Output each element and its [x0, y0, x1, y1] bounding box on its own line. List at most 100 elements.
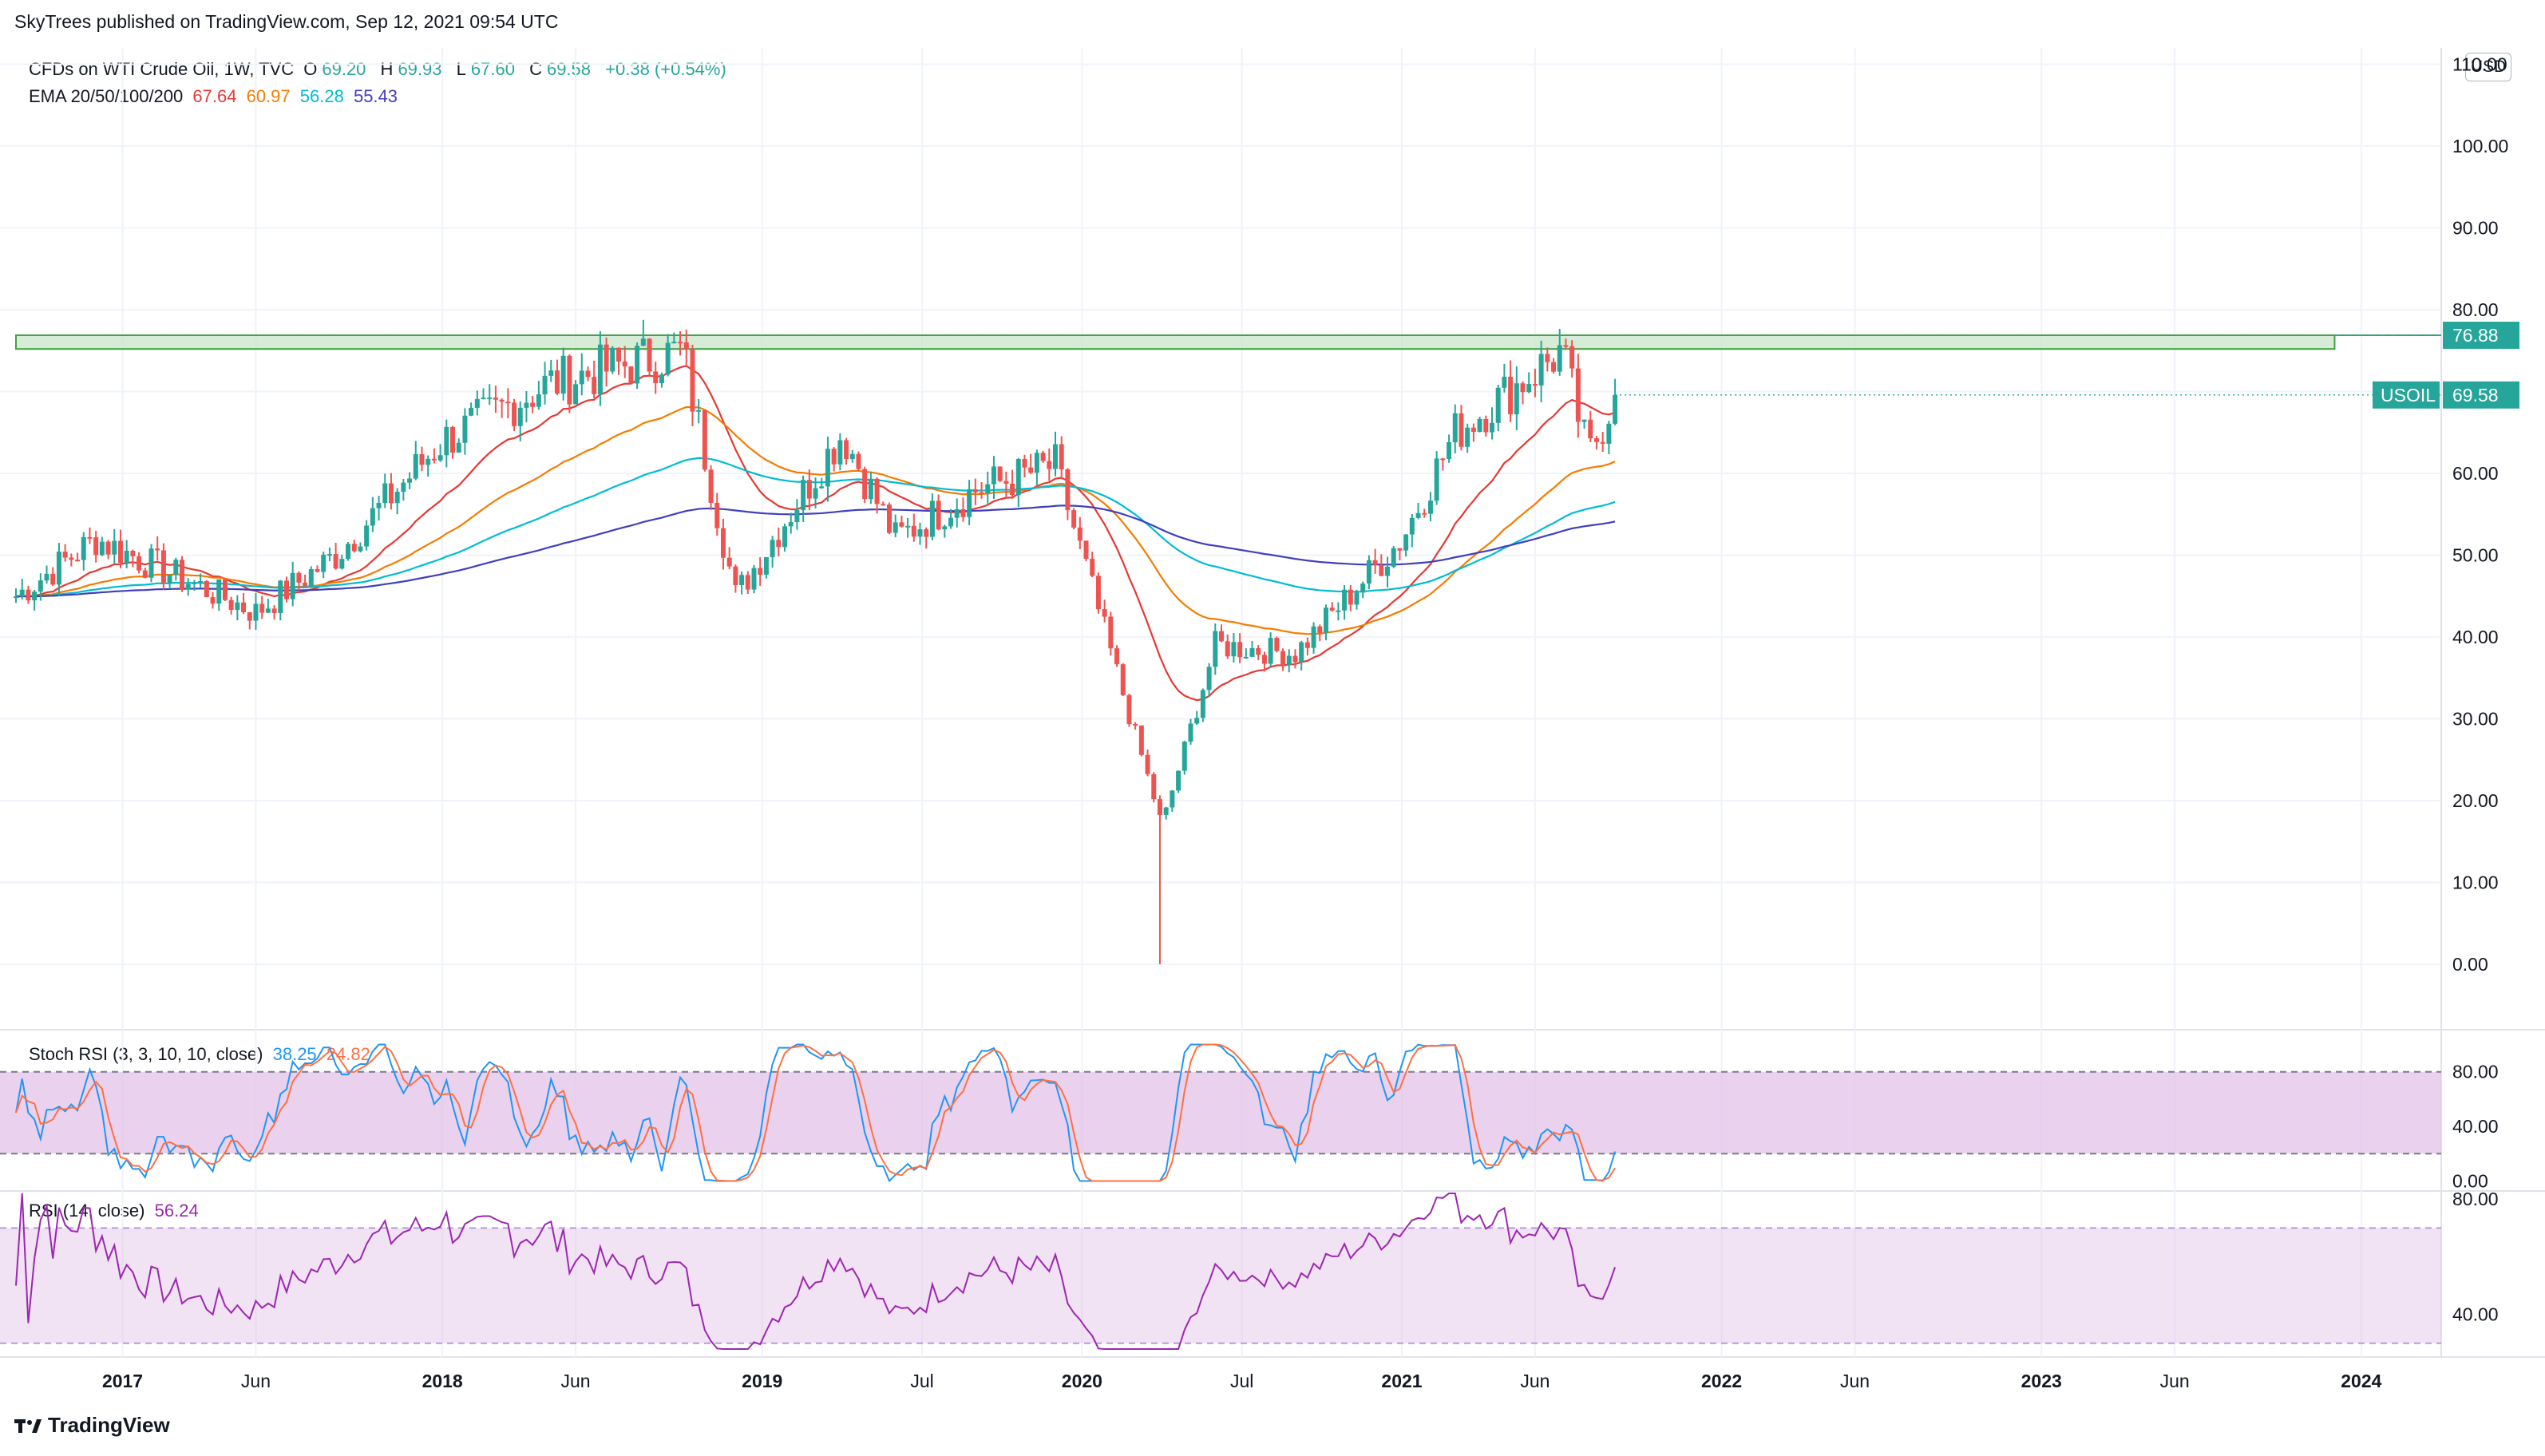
candle-body — [1095, 576, 1101, 610]
price-tag-bg — [2443, 381, 2519, 409]
candle-body — [1200, 690, 1205, 718]
ema100-value: 56.28 — [299, 86, 344, 106]
candle-body — [960, 508, 966, 517]
candle-body — [881, 504, 886, 506]
candles — [14, 319, 1618, 964]
candle-body — [26, 589, 31, 601]
candle-body — [825, 449, 830, 487]
candle-body — [87, 536, 93, 539]
candle-body — [69, 557, 74, 560]
candle-body — [1323, 607, 1328, 633]
candle-body — [542, 375, 548, 395]
candle-body — [112, 540, 117, 555]
candle-body — [388, 483, 394, 504]
candle-body — [801, 480, 806, 511]
candle-body — [1495, 387, 1501, 423]
candle-body — [449, 426, 455, 453]
candle-body — [1606, 423, 1612, 444]
currency-button[interactable]: USD — [2465, 53, 2511, 81]
publisher-note: SkyTrees published on TradingView.com, S… — [14, 11, 559, 32]
candle-body — [253, 603, 259, 621]
candle-body — [235, 602, 240, 611]
rsi-value: 56.24 — [154, 1201, 199, 1221]
candle-body — [1372, 560, 1378, 565]
candle-body — [81, 536, 86, 560]
candle-body — [1545, 354, 1550, 362]
candle-body — [1249, 647, 1255, 657]
candle-body — [517, 407, 523, 426]
candle-body — [640, 338, 646, 346]
candle-body — [1292, 655, 1298, 663]
candle-body — [19, 589, 25, 597]
candle-body — [665, 342, 671, 375]
candle-body — [1157, 799, 1162, 815]
candle-body — [1102, 609, 1107, 617]
candle-body — [924, 529, 929, 537]
stoch-d-line — [15, 1043, 1616, 1182]
candle-body — [124, 550, 129, 564]
candle-body — [333, 554, 338, 569]
candle-body — [413, 453, 418, 479]
candle-body — [173, 560, 179, 576]
candle-body — [967, 489, 972, 517]
candle-body — [265, 608, 271, 613]
candle-body — [1083, 540, 1089, 560]
candle-body — [481, 398, 486, 400]
candle-body — [1053, 444, 1058, 469]
time-tick-label: Jul — [1230, 1371, 1253, 1391]
candle-body — [690, 350, 695, 412]
rsi-band — [0, 1228, 2441, 1343]
candle-body — [278, 580, 283, 613]
rsi-legend: RSI (14, close) 56.24 — [29, 1201, 204, 1221]
candle-body — [622, 361, 627, 367]
candle-body — [1065, 469, 1071, 511]
candle-body — [425, 458, 431, 465]
rsi-tick-label: 80.00 — [2452, 1189, 2499, 1209]
time-tick-label: Jun — [1840, 1371, 1870, 1391]
brand-label: TradingView — [48, 1413, 170, 1437]
ema50-value: 60.97 — [246, 86, 291, 106]
ema20-value: 67.64 — [192, 86, 237, 106]
candle-body — [844, 440, 849, 460]
candle-body — [198, 581, 204, 584]
candle-body — [1588, 419, 1593, 439]
candle-body — [382, 483, 388, 504]
candle-body — [653, 371, 659, 384]
candle-body — [14, 596, 18, 599]
trendlines[interactable] — [16, 154, 2441, 1026]
candle-body — [671, 342, 677, 344]
candle-body — [1403, 534, 1409, 551]
candle-body — [954, 508, 960, 518]
candle-body — [1299, 642, 1304, 663]
candle-body — [1557, 345, 1562, 372]
low-value: 67.60 — [470, 59, 515, 79]
candle-body — [247, 611, 252, 621]
candle-body — [616, 347, 622, 362]
candle-body — [1304, 642, 1310, 648]
candle-body — [1489, 422, 1494, 433]
candle-body — [929, 500, 935, 537]
candle-body — [308, 569, 314, 587]
candle-body — [437, 455, 443, 461]
candle-body — [160, 550, 166, 584]
candle-body — [50, 573, 56, 585]
time-tick-label: Jun — [561, 1371, 591, 1391]
candle-body — [62, 552, 68, 558]
candle-body — [1059, 444, 1064, 469]
price-tick-label: 80.00 — [2452, 299, 2499, 320]
candle-body — [1593, 438, 1599, 442]
candle-body — [93, 537, 99, 556]
price-tick-label: 20.00 — [2452, 790, 2499, 811]
candle-body — [1219, 631, 1225, 642]
candle-body — [407, 478, 413, 483]
candle-body — [1145, 754, 1150, 774]
candle-body — [1194, 718, 1200, 724]
candle-body — [1508, 376, 1514, 415]
candle-body — [505, 402, 511, 404]
candle-body — [579, 370, 584, 385]
candle-body — [290, 572, 295, 599]
candle-body — [1114, 648, 1120, 665]
time-tick-label: 2019 — [742, 1371, 782, 1391]
candle-body — [339, 559, 345, 569]
